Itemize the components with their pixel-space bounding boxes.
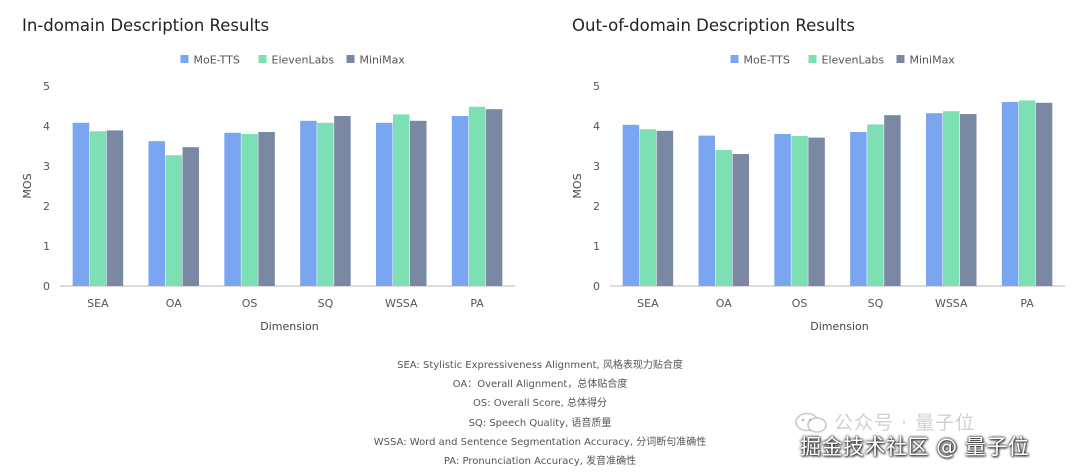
- bar-pa-elevenlabs: [1018, 100, 1036, 287]
- x-tick-label: OS: [792, 297, 808, 310]
- legend-label-0: MoE-TTS: [194, 54, 240, 67]
- bar-oa-moetts: [148, 141, 165, 286]
- bar-oa-minimax: [732, 154, 749, 286]
- x-tick-label: SQ: [318, 297, 334, 310]
- bar-sq-elevenlabs: [867, 124, 884, 287]
- bar-sea-moetts: [72, 122, 90, 286]
- footnote-wssa: WSSA: Word and Sentence Segmentation Acc…: [373, 436, 707, 448]
- bar-sea-minimax: [106, 130, 124, 286]
- bar-os-minimax: [258, 132, 275, 286]
- y-tick-label: 4: [43, 120, 50, 133]
- watermark: 公众号 · 量子位 掘金技术社区 @ 量子位: [790, 408, 1070, 468]
- legend-swatch-0: [730, 55, 739, 63]
- chart-title: In-domain Description Results: [22, 16, 269, 35]
- y-tick-label: 1: [43, 240, 50, 253]
- bar-oa-minimax: [182, 147, 199, 286]
- bar-pa-moetts: [451, 116, 469, 286]
- bar-sq-moetts: [300, 120, 317, 286]
- bar-wssa-minimax: [960, 114, 977, 286]
- footnote-sq: SQ: Speech Quality, 语音质量: [468, 417, 612, 429]
- footnote-os: OS: Overall Score, 总体得分: [472, 398, 608, 410]
- bar-os-moetts: [224, 132, 241, 286]
- bar-pa-minimax: [485, 109, 503, 286]
- footnote-sea: SEA: Stylistic Expressiveness Alignment,…: [397, 360, 683, 371]
- bar-wssa-minimax: [410, 120, 427, 286]
- x-tick-label: SEA: [637, 297, 659, 310]
- bar-oa-elevenlabs: [165, 155, 182, 286]
- bar-pa-moetts: [1001, 102, 1019, 286]
- legend-label-2: MiniMax: [910, 54, 956, 67]
- legend-label-0: MoE-TTS: [744, 54, 790, 67]
- legend-label-1: ElevenLabs: [272, 54, 335, 67]
- y-tick-label: 4: [593, 120, 600, 133]
- y-tick-label: 0: [43, 280, 50, 293]
- x-tick-label: SQ: [868, 297, 884, 310]
- in-domain-chart: In-domain Description Results MoE-TTS Elev…: [21, 16, 515, 333]
- bar-sq-minimax: [884, 115, 901, 286]
- bar-os-elevenlabs: [791, 136, 808, 286]
- x-axis-label: Dimension: [260, 320, 318, 333]
- wechat-icon: [795, 412, 827, 433]
- bar-wssa-elevenlabs: [393, 114, 410, 287]
- bar-sq-moetts: [850, 132, 867, 286]
- bar-os-moetts: [774, 134, 791, 286]
- bar-sea-minimax: [656, 130, 674, 286]
- y-tick-label: 0: [593, 280, 600, 293]
- bar-pa-minimax: [1035, 102, 1053, 286]
- bar-sea-moetts: [622, 124, 640, 286]
- footnote-oa: OA：Overall Alignment，总体贴合度: [452, 379, 628, 391]
- bar-wssa-elevenlabs: [943, 111, 960, 286]
- bar-sea-elevenlabs: [639, 129, 657, 286]
- x-tick-label: OS: [242, 297, 258, 310]
- legend-swatch-2: [346, 55, 355, 63]
- bar-wssa-moetts: [376, 122, 393, 286]
- bar-sq-elevenlabs: [317, 122, 334, 286]
- y-axis-label: MOS: [21, 173, 34, 198]
- y-axis-label: MOS: [571, 173, 584, 198]
- x-tick-label: PA: [1020, 297, 1034, 310]
- y-tick-label: 5: [43, 80, 50, 93]
- y-tick-label: 3: [593, 160, 600, 173]
- footnote-pa: PA: Pronunciation Accuracy, 发音准确性: [443, 455, 637, 467]
- x-tick-label: OA: [166, 297, 182, 310]
- legend-swatch-1: [808, 55, 817, 63]
- abbreviation-notes: SEA: Stylistic Expressiveness Alignment,…: [0, 356, 1080, 471]
- y-tick-label: 1: [593, 240, 600, 253]
- bar-wssa-moetts: [926, 113, 943, 286]
- y-tick-label: 2: [43, 200, 50, 213]
- bar-os-elevenlabs: [241, 134, 258, 286]
- x-axis-label: Dimension: [810, 320, 868, 333]
- y-tick-label: 5: [593, 80, 600, 93]
- x-tick-label: WSSA: [935, 297, 968, 310]
- x-tick-label: OA: [716, 297, 732, 310]
- out-of-domain-chart: Out-of-domain Description Results MoE-TTS…: [571, 16, 1065, 333]
- bar-oa-moetts: [698, 135, 715, 286]
- legend-label-2: MiniMax: [360, 54, 406, 67]
- legend-label-1: ElevenLabs: [822, 54, 885, 67]
- y-tick-label: 3: [43, 160, 50, 173]
- legend-swatch-0: [180, 55, 189, 63]
- bar-sq-minimax: [334, 116, 351, 286]
- x-tick-label: PA: [470, 297, 484, 310]
- x-tick-label: WSSA: [385, 297, 418, 310]
- chart-title: Out-of-domain Description Results: [572, 16, 855, 35]
- bar-sea-elevenlabs: [89, 131, 107, 286]
- x-tick-label: SEA: [87, 297, 109, 310]
- bar-oa-elevenlabs: [715, 150, 732, 286]
- legend-swatch-1: [258, 55, 267, 63]
- watermark-community: 掘金技术社区 @ 量子位: [800, 435, 1030, 459]
- bar-os-minimax: [808, 137, 825, 286]
- bar-pa-elevenlabs: [468, 106, 486, 286]
- y-tick-label: 2: [593, 200, 600, 213]
- watermark-account: 公众号 · 量子位: [834, 412, 976, 434]
- legend-swatch-2: [896, 55, 905, 63]
